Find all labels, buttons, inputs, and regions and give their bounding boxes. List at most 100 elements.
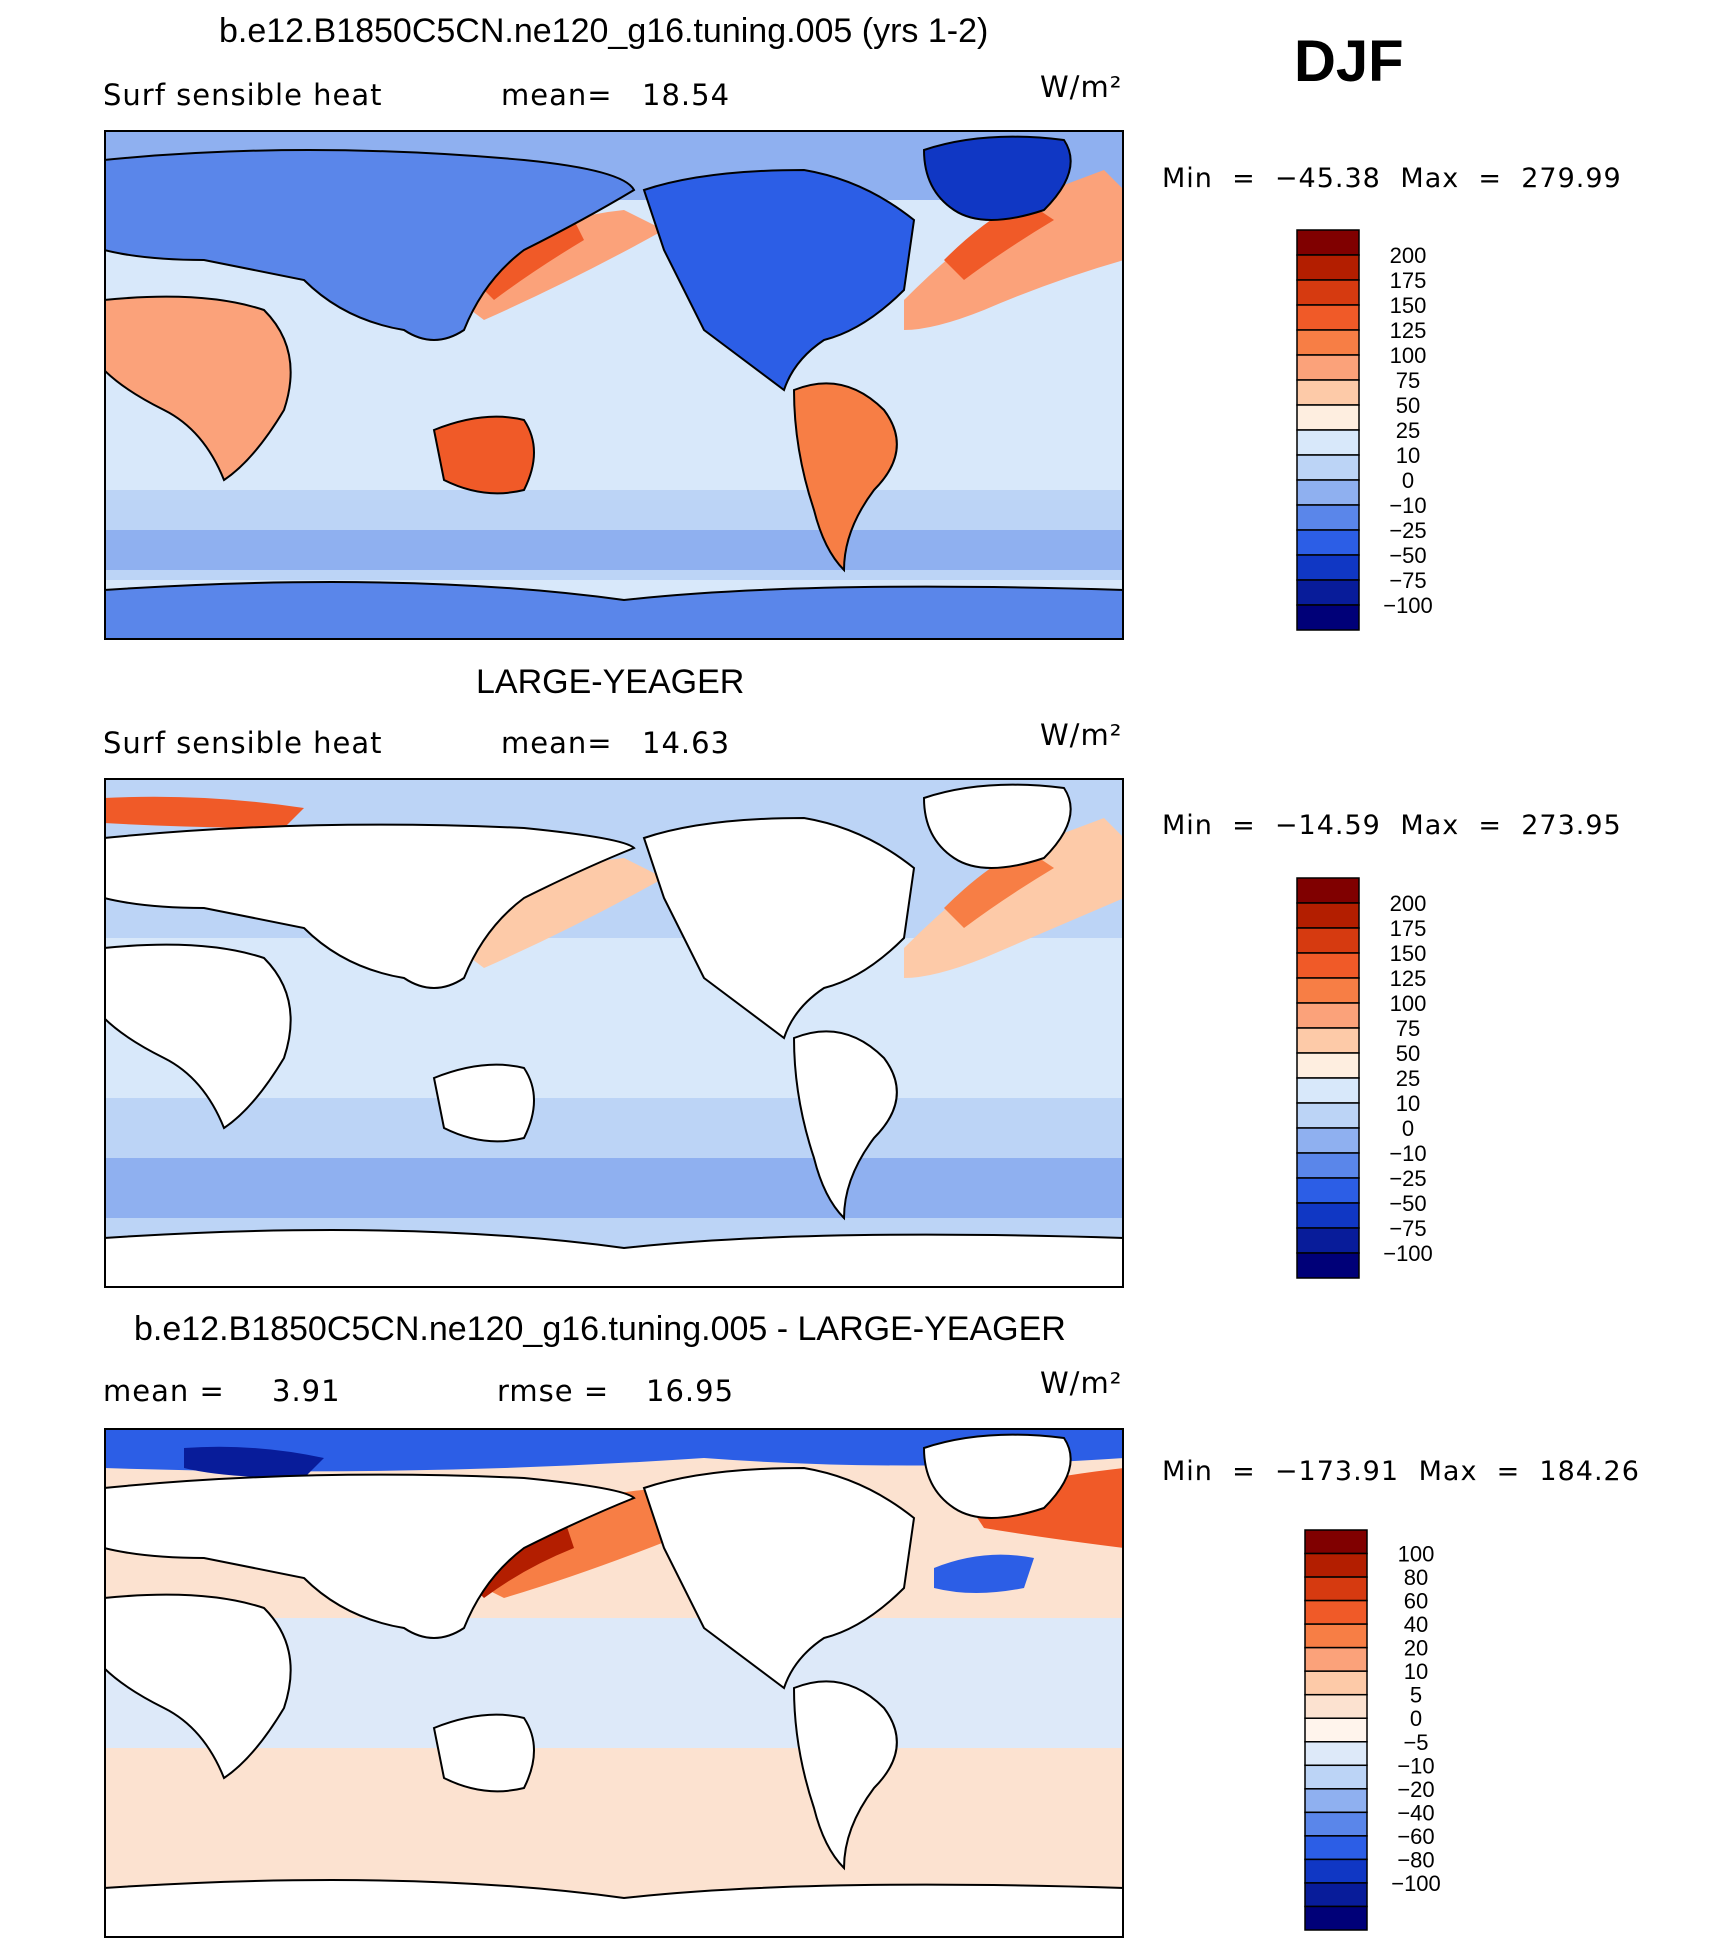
colorbar-swatch (1304, 1741, 1368, 1767)
panel-1-variable: Surf sensible heat (103, 78, 383, 112)
colorbar-swatch (1296, 329, 1360, 356)
colorbar-swatch (1304, 1717, 1368, 1743)
colorbar-tick-label: −80 (1397, 1847, 1434, 1872)
panel-3-min-value: −173.91 (1274, 1456, 1400, 1487)
colorbar-tick-label: 200 (1390, 891, 1427, 916)
colorbar-tick-label: 5 (1410, 1683, 1422, 1708)
southern-ocean-band-2 (104, 530, 1124, 570)
panel-1-mean-label: mean= (501, 78, 613, 112)
colorbar-tick-label: −60 (1397, 1824, 1434, 1849)
africa-land (104, 1594, 291, 1778)
panel-1-colorbar: 200 175 150 125 100 75 50 25 10 0 −10 −25 −50 −75 −100 (1296, 228, 1446, 632)
panel-2-colorbar: 200 175 150 125 100 75 50 25 10 0 −10 −25 −50 −75 −100 (1296, 876, 1446, 1280)
colorbar-swatch (1296, 379, 1360, 406)
map-frame (104, 778, 1124, 1288)
panel-3-min-label: Min (1162, 1456, 1213, 1487)
colorbar-swatch (1296, 1252, 1360, 1279)
colorbar-tick-label: −100 (1391, 1871, 1441, 1896)
panel-2-max-label: Max (1400, 810, 1460, 841)
colorbar-swatch (1296, 1227, 1360, 1254)
colorbar-tick-label: 25 (1396, 418, 1420, 443)
colorbar-swatch (1304, 1858, 1368, 1884)
africa-land (104, 296, 291, 480)
obs-map (104, 778, 1124, 1288)
panel-1-minmax: Min = −45.38 Max = 279.99 (1162, 163, 1622, 194)
colorbar-swatch (1296, 902, 1360, 929)
colorbar-tick-label: −20 (1397, 1777, 1434, 1802)
colorbar-swatch (1296, 977, 1360, 1004)
colorbar-tick-label: −40 (1397, 1800, 1434, 1825)
colorbar-swatch (1296, 254, 1360, 281)
colorbar-swatch (1296, 1127, 1360, 1154)
panel-3-mean-label: mean = (103, 1374, 225, 1408)
colorbar-swatch (1304, 1905, 1368, 1931)
panel-2-mean-value: 14.63 (642, 726, 731, 760)
panel-3-units: W/m² (1040, 1366, 1123, 1400)
colorbar-swatch (1296, 1052, 1360, 1079)
panel-1-mean-value: 18.54 (642, 78, 731, 112)
colorbar-tick-label: −10 (1397, 1753, 1434, 1778)
colorbar-tick-label: 0 (1402, 468, 1414, 493)
colorbar-swatch (1296, 279, 1360, 306)
model-map-svg (104, 130, 1124, 640)
colorbar-swatch (1296, 604, 1360, 631)
panel-2-units: W/m² (1040, 718, 1123, 752)
colorbar-swatch (1304, 1764, 1368, 1790)
colorbar-tick-label: 60 (1404, 1589, 1428, 1614)
colorbar-tick-label: −10 (1389, 1141, 1426, 1166)
colorbar-tick-label: 75 (1396, 1016, 1420, 1041)
panel-2-min-label: Min (1162, 810, 1213, 841)
antarctica-land (104, 582, 1124, 640)
colorbar-swatch (1296, 429, 1360, 456)
colorbar-swatch (1296, 1152, 1360, 1179)
australia-land (434, 1064, 534, 1142)
panel-3-rmse-value: 16.95 (646, 1374, 735, 1408)
colorbar-tick-label: 150 (1390, 941, 1427, 966)
colorbar-swatch (1296, 579, 1360, 606)
colorbar-tick-label: 10 (1396, 443, 1420, 468)
colorbar-tick-label: −100 (1383, 1241, 1433, 1266)
gulf-stream-core (944, 200, 1054, 280)
colorbar-swatch (1296, 877, 1360, 904)
colorbar-swatch (1304, 1882, 1368, 1908)
colorbar-swatch (1304, 1835, 1368, 1861)
south-america-land (794, 1681, 897, 1868)
colorbar-swatch (1296, 1002, 1360, 1029)
colorbar-swatch (1304, 1788, 1368, 1814)
gulf-stream (904, 818, 1124, 978)
colorbar-swatch (1296, 404, 1360, 431)
season-label: DJF (1294, 29, 1404, 94)
panel-2-variable: Surf sensible heat (103, 726, 383, 760)
colorbar-tick-label: 175 (1390, 916, 1427, 941)
colorbar-tick-label: 10 (1396, 1091, 1420, 1116)
colorbar-tick-label: 100 (1390, 343, 1427, 368)
panel-2-mean-label: mean= (501, 726, 613, 760)
colorbar-swatch (1296, 1102, 1360, 1129)
colorbar-swatch (1296, 1077, 1360, 1104)
south-america-land (794, 1031, 897, 1218)
colorbar-tick-label: −75 (1389, 1216, 1426, 1241)
colorbar-swatch (1296, 354, 1360, 381)
colorbar-swatch (1296, 304, 1360, 331)
map-frame (104, 1428, 1124, 1938)
southern-ocean-band (104, 1768, 1124, 1868)
panel-1-max-value: 279.99 (1521, 163, 1622, 194)
colorbar-swatch (1304, 1811, 1368, 1837)
coastlines (104, 1433, 1124, 1900)
colorbar-swatch (1296, 229, 1360, 256)
colorbar-tick-label: 40 (1404, 1612, 1428, 1637)
colorbar-tick-label: −5 (1403, 1730, 1428, 1755)
gulf-stream-core (944, 848, 1054, 928)
colorbar-swatch (1304, 1693, 1368, 1719)
panel-1-min-value: −45.38 (1274, 163, 1381, 194)
colorbar-swatch (1296, 1177, 1360, 1204)
colorbar-tick-label: 100 (1390, 991, 1427, 1016)
colorbar-swatch (1304, 1599, 1368, 1625)
panel-3-colorbar: 100 80 60 40 20 10 5 0 −5 −10 −20 −40 −60 −80 −100 (1304, 1528, 1454, 1932)
colorbar-tick-label: 125 (1390, 318, 1427, 343)
colorbar-tick-label: 125 (1390, 966, 1427, 991)
colorbar-swatch (1296, 1202, 1360, 1229)
colorbar-swatch (1304, 1670, 1368, 1696)
